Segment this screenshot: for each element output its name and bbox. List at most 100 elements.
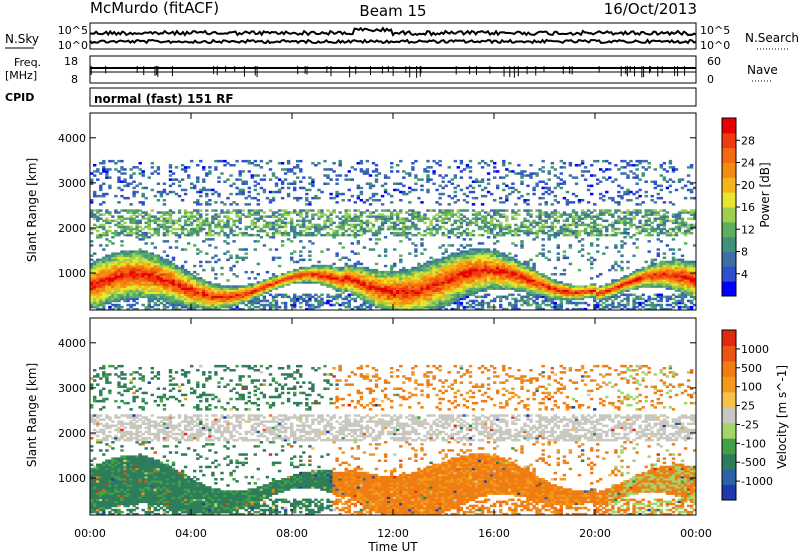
power-cell xyxy=(526,277,530,280)
power-cell xyxy=(108,186,112,190)
power-cell xyxy=(380,291,385,294)
power-cell xyxy=(120,297,124,301)
power-cell xyxy=(153,291,157,294)
power-cell xyxy=(174,301,179,305)
power-cell xyxy=(517,270,521,274)
power-cell xyxy=(232,182,236,185)
power-cell xyxy=(338,277,342,280)
power-cell xyxy=(205,299,209,303)
power-cell xyxy=(150,219,154,223)
power-cell xyxy=(365,287,370,290)
power-cell xyxy=(165,221,170,225)
power-cell xyxy=(302,281,306,284)
power-cell xyxy=(529,231,533,235)
power-cell xyxy=(344,178,348,181)
power-cell xyxy=(205,172,209,175)
power-cell xyxy=(244,180,248,183)
power-cell xyxy=(380,283,385,286)
power-cell xyxy=(502,252,506,255)
power-cell xyxy=(335,281,339,284)
power-cell xyxy=(441,277,445,280)
power-cell xyxy=(438,164,442,167)
power-cell xyxy=(453,287,457,290)
power-cell xyxy=(259,303,264,307)
power-cell xyxy=(550,229,554,233)
power-cell xyxy=(283,217,288,220)
power-cell xyxy=(290,229,294,233)
power-cell xyxy=(359,270,364,274)
power-cell xyxy=(135,289,139,292)
power-cell xyxy=(393,233,397,237)
power-cell xyxy=(286,277,291,280)
power-cell xyxy=(390,273,394,276)
power-cell xyxy=(505,256,509,260)
power-cell xyxy=(365,273,370,276)
power-cell xyxy=(208,225,212,229)
power-cell xyxy=(168,246,173,249)
power-cell xyxy=(444,174,448,177)
power-cell xyxy=(105,287,109,290)
power-cell xyxy=(350,223,354,227)
power-cell xyxy=(399,217,403,220)
power-cell xyxy=(462,281,467,284)
nave-tick-high: 60 xyxy=(707,55,721,68)
power-cell xyxy=(141,194,145,198)
power-cell xyxy=(414,277,418,280)
power-cell xyxy=(280,233,285,237)
power-cell xyxy=(162,190,167,194)
power-cell xyxy=(493,250,497,253)
power-cell xyxy=(532,270,536,274)
power-cell xyxy=(147,283,151,286)
power-cell xyxy=(350,242,354,245)
power-cell xyxy=(471,287,476,290)
power-cell xyxy=(456,268,460,272)
power-cell xyxy=(90,303,94,307)
power-cell xyxy=(165,268,170,272)
power-cell xyxy=(335,254,339,257)
power-cell xyxy=(396,227,400,231)
power-cell xyxy=(208,172,212,175)
power-cell xyxy=(396,277,400,280)
power-cell xyxy=(208,299,212,303)
power-cell xyxy=(199,213,203,216)
power-cell xyxy=(359,186,364,190)
power-cell xyxy=(508,256,512,260)
power-cell xyxy=(171,297,176,301)
power-cell xyxy=(393,299,397,303)
power-cell xyxy=(474,260,479,264)
power-cell xyxy=(159,192,164,196)
power-cell xyxy=(386,297,391,301)
power-cell xyxy=(271,213,276,216)
power-cell xyxy=(256,219,260,223)
power-cell xyxy=(405,299,409,303)
power-cell xyxy=(268,215,273,218)
power-cell xyxy=(396,291,400,294)
power-cell xyxy=(171,289,176,292)
power-cell xyxy=(453,307,457,311)
power-cell xyxy=(211,287,215,290)
power-cell xyxy=(90,273,94,276)
power-cell xyxy=(526,192,530,196)
power-cell xyxy=(90,291,94,294)
power-cell xyxy=(211,217,215,220)
power-cell xyxy=(408,213,412,216)
power-cell xyxy=(520,246,524,249)
power-cell xyxy=(453,258,457,262)
power-cell xyxy=(314,264,318,268)
power-cell xyxy=(280,295,285,299)
power-cell xyxy=(547,293,551,297)
power-cell xyxy=(132,275,136,278)
power-cell xyxy=(468,279,473,282)
power-cell xyxy=(108,256,112,260)
power-cell xyxy=(329,223,333,227)
power-cell xyxy=(286,295,291,299)
power-cell xyxy=(386,279,391,282)
power-cell xyxy=(311,281,315,284)
power-cell xyxy=(111,299,115,303)
power-cell xyxy=(117,273,121,276)
power-cell xyxy=(399,227,403,231)
power-cell xyxy=(444,260,448,264)
power-cell xyxy=(147,176,151,179)
power-cell xyxy=(535,184,539,188)
power-cell xyxy=(244,225,248,229)
